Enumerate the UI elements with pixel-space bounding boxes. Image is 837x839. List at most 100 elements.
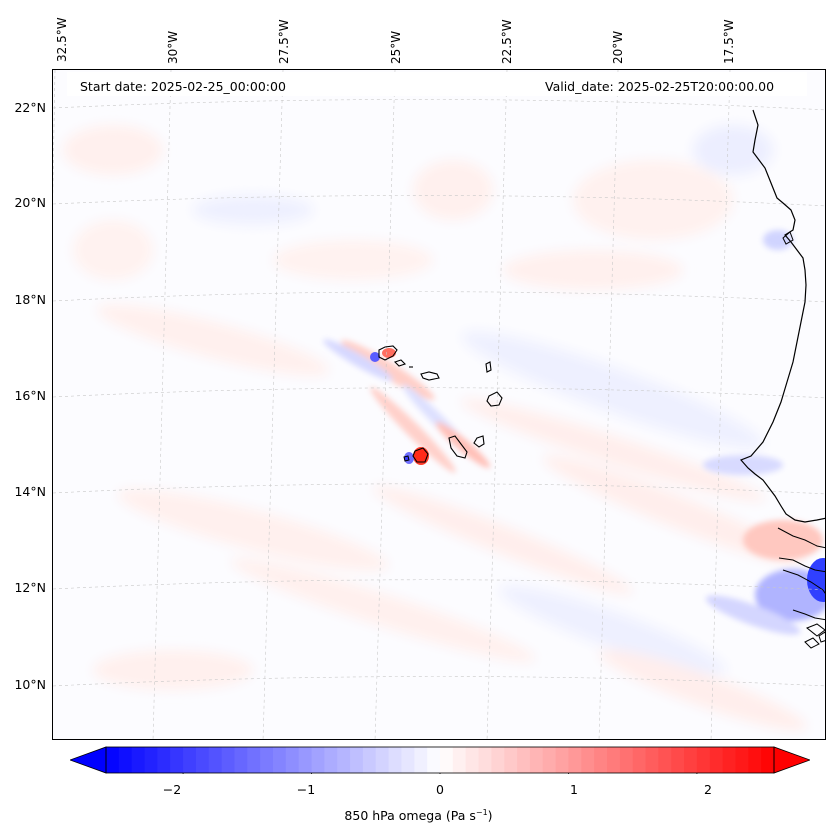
colorbar-cell	[131, 747, 146, 773]
gambia-coast	[777, 527, 825, 549]
colorbar-cell	[761, 747, 775, 773]
colorbar-cell	[632, 747, 647, 773]
lat-label-20N: 20°N	[14, 195, 46, 210]
colorbar-cell	[427, 747, 441, 773]
colorbar-cell	[465, 747, 480, 773]
map-panel	[52, 69, 826, 740]
colorbar-cell	[478, 747, 492, 773]
colorbar-cell	[273, 747, 287, 773]
colorbar-cell	[619, 747, 634, 773]
omega-shading-weak	[63, 125, 807, 731]
island-santiago	[448, 435, 468, 459]
colorbar-low-extension	[70, 746, 107, 774]
colorbar-cell	[234, 747, 248, 773]
colorbar-cell	[118, 747, 133, 773]
casamance-coast	[778, 557, 825, 573]
colorbar-cell	[594, 747, 608, 773]
lon-label-22.5W: 22.5°W	[500, 19, 514, 64]
colorbar-cell	[440, 747, 454, 773]
colorbar-label-text: 850 hPa omega (Pa s	[344, 808, 476, 824]
colorbar-cell	[555, 747, 570, 773]
colorbar-cell	[285, 747, 300, 773]
colorbar-cell	[658, 747, 672, 773]
colorbar	[70, 746, 810, 774]
bijagos-island-2	[804, 637, 820, 649]
colorbar-cell	[684, 747, 698, 773]
colorbar-cell	[247, 747, 261, 773]
colorbar-cell	[709, 747, 724, 773]
colorbar-tick-neg2: −2	[162, 782, 182, 797]
colorbar-cell	[375, 747, 390, 773]
coast-feature	[782, 231, 794, 245]
colorbar-cell	[529, 747, 544, 773]
island-maio	[473, 435, 485, 448]
lat-label-10N: 10°N	[14, 677, 46, 692]
colorbar-cell	[517, 747, 531, 773]
lon-label-25W: 25°W	[389, 30, 403, 64]
colorbar-cell	[350, 747, 364, 773]
lat-label-22N: 22°N	[14, 100, 46, 115]
lat-label-12N: 12°N	[14, 580, 46, 595]
valid-date-label: Valid_date: 2025-02-25T20:00:00.00	[545, 79, 775, 94]
colorbar-high-extension	[773, 746, 810, 774]
header-strip	[67, 72, 807, 96]
lon-label-30W: 30°W	[166, 30, 180, 64]
colorbar-ticks	[182, 773, 698, 774]
colorbar-cell	[414, 747, 428, 773]
colorbar-cell	[722, 747, 737, 773]
colorbar-label-exponent: −1	[475, 808, 488, 817]
colorbar-label-close: )	[487, 808, 493, 824]
lon-label-27.5W: 27.5°W	[277, 19, 291, 64]
colorbar-cell	[401, 747, 415, 773]
guinea-bissau-coast	[782, 569, 825, 594]
colorbar-cell	[671, 747, 685, 773]
colorbar-cell	[260, 747, 274, 773]
africa-coastline	[739, 109, 825, 523]
colorbar-tick-2: 2	[704, 782, 712, 797]
colorbar-cell	[157, 747, 171, 773]
omega-maximum-santo-antao	[382, 348, 396, 358]
island-santo-antao	[378, 345, 398, 361]
colorbar-label: 850 hPa omega (Pa s−1)	[0, 808, 837, 823]
colorbar-cell	[452, 747, 467, 773]
omega-field-map	[53, 70, 825, 739]
colorbar-cell	[337, 747, 351, 773]
colorbar-cells	[106, 747, 775, 773]
start-date-label: Start date: 2025-02-25_00:00:00	[80, 79, 286, 94]
lon-label-17.5W: 17.5°W	[722, 19, 736, 64]
colorbar-cell	[696, 747, 711, 773]
colorbar-cell	[504, 747, 518, 773]
island-brava	[403, 455, 410, 462]
island-sal	[485, 361, 492, 373]
colorbar-cell	[542, 747, 557, 773]
colorbar-cell	[362, 747, 377, 773]
lat-label-16N: 16°N	[14, 388, 46, 403]
colorbar-cell	[581, 747, 595, 773]
colorbar-cell	[748, 747, 762, 773]
omega-minimum-santo-antao	[370, 352, 380, 362]
colorbar-cell	[311, 747, 325, 773]
colorbar-cell	[170, 747, 184, 773]
bijagos-island-1	[806, 623, 825, 637]
colorbar-cell	[106, 747, 120, 773]
colorbar-tick-1: 1	[570, 782, 578, 797]
island-sao-nicolau	[420, 371, 440, 381]
colorbar-cell	[324, 747, 338, 773]
island-boa-vista	[486, 391, 503, 407]
colorbar-cell	[645, 747, 659, 773]
colorbar-cell	[221, 747, 236, 773]
cape-verde-islands	[378, 345, 503, 459]
colorbar-cell	[195, 747, 210, 773]
island-fogo	[412, 447, 429, 463]
colorbar-cell	[568, 747, 582, 773]
lon-label-20W: 20°W	[611, 30, 625, 64]
island-sao-vicente	[393, 359, 407, 367]
colorbar-tick-0: 0	[436, 782, 444, 797]
colorbar-cell	[607, 747, 621, 773]
colorbar-cell	[208, 747, 223, 773]
bijagos-coast	[792, 609, 825, 621]
colorbar-cell	[735, 747, 749, 773]
graticule	[53, 70, 825, 739]
lat-label-18N: 18°N	[14, 292, 46, 307]
colorbar-cell	[298, 747, 313, 773]
